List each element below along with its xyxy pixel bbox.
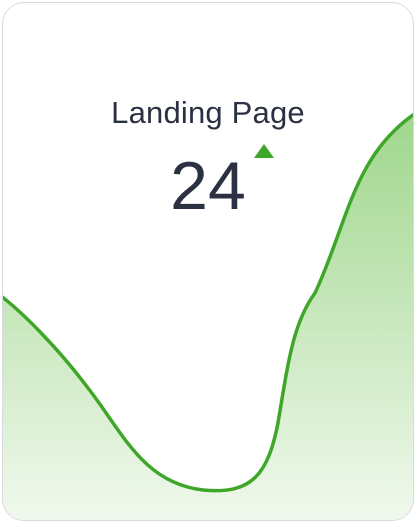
sparkline-area — [3, 115, 413, 520]
metric-value: 24 — [170, 148, 246, 224]
sparkline-chart — [3, 113, 413, 520]
metric-value-row: 24 — [3, 146, 413, 226]
metric-card[interactable]: Landing Page 24 — [2, 2, 414, 521]
sparkline-line — [3, 113, 413, 493]
triangle-up-icon — [254, 144, 274, 158]
card-title: Landing Page — [111, 95, 305, 130]
